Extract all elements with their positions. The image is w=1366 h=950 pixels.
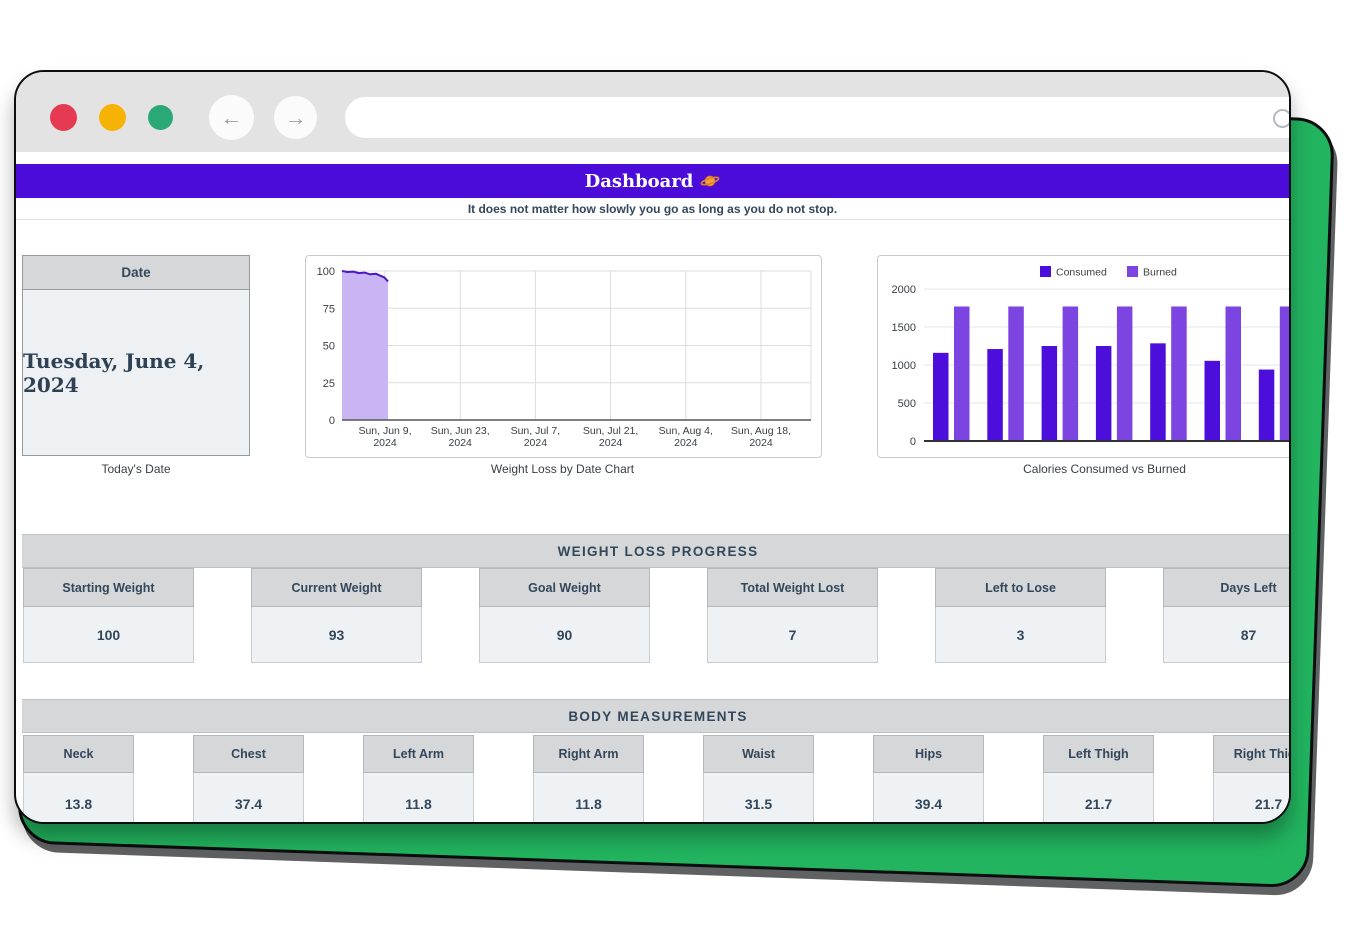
- metric-label: Right Thigh: [1213, 735, 1289, 773]
- metric-label: Hips: [873, 735, 984, 773]
- metric-label: Days Left: [1163, 568, 1289, 607]
- metric-value: 21.7: [1213, 773, 1289, 822]
- weight-loss-chart: 0 25 50 75 100 Sun, Jun 9, 2024 Sun, Jun 23, 202…: [305, 255, 822, 458]
- forward-button[interactable]: →: [274, 96, 317, 139]
- svg-text:100: 100: [317, 266, 335, 278]
- weight-loss-chart-caption: Weight Loss by Date Chart: [490, 462, 635, 476]
- svg-text:2024: 2024: [599, 437, 623, 449]
- metric-label: Right Arm: [533, 735, 644, 773]
- svg-text:75: 75: [323, 303, 335, 315]
- card-left-to-lose: Left to Lose 3: [935, 568, 1106, 663]
- svg-text:Sun, Jul 7,: Sun, Jul 7,: [511, 425, 561, 437]
- minimize-window-button[interactable]: [99, 104, 126, 131]
- browser-window: ← → Dashboard It does not matter how slo…: [14, 70, 1291, 824]
- card-neck: Neck 13.8: [23, 735, 134, 822]
- svg-text:1000: 1000: [892, 360, 916, 372]
- svg-text:Sun, Aug 18,: Sun, Aug 18,: [731, 425, 791, 437]
- svg-text:Sun, Jul 21,: Sun, Jul 21,: [583, 425, 638, 437]
- metric-value: 3: [935, 607, 1106, 663]
- page-title: Dashboard: [584, 170, 694, 192]
- zoom-window-button[interactable]: [148, 105, 173, 130]
- card-starting-weight: Starting Weight 100: [23, 568, 194, 663]
- metric-value: 87: [1163, 607, 1289, 663]
- svg-text:2000: 2000: [892, 284, 916, 296]
- card-waist: Waist 31.5: [703, 735, 814, 822]
- calories-chart: 0 500 1000 1500 2000 Consumed Burned: [877, 255, 1289, 458]
- metric-label: Starting Weight: [23, 568, 194, 607]
- weight-loss-progress-banner: WEIGHT LOSS PROGRESS: [22, 534, 1289, 568]
- card-left-thigh: Left Thigh 21.7: [1043, 735, 1154, 822]
- svg-text:25: 25: [323, 378, 335, 390]
- card-left-arm: Left Arm 11.8: [363, 735, 474, 822]
- calories-chart-svg: 0 500 1000 1500 2000 Consumed Burned: [892, 266, 1289, 448]
- card-chest: Chest 37.4: [193, 735, 304, 822]
- card-goal-weight: Goal Weight 90: [479, 568, 650, 663]
- metric-value: 31.5: [703, 773, 814, 822]
- svg-text:2024: 2024: [749, 437, 773, 449]
- metric-label: Chest: [193, 735, 304, 773]
- saturn-icon: [701, 175, 720, 187]
- close-window-button[interactable]: [50, 104, 77, 131]
- address-bar[interactable]: [345, 97, 1289, 138]
- metric-label: Goal Weight: [479, 568, 650, 607]
- metric-value: 90: [479, 607, 650, 663]
- metric-value: 37.4: [193, 773, 304, 822]
- card-current-weight: Current Weight 93: [251, 568, 422, 663]
- svg-text:Burned: Burned: [1143, 267, 1177, 279]
- dashboard-header-banner: Dashboard: [16, 164, 1289, 198]
- motivation-quote: It does not matter how slowly you go as …: [16, 198, 1289, 220]
- metric-value: 100: [23, 607, 194, 663]
- back-button[interactable]: ←: [209, 95, 254, 140]
- metric-label: Current Weight: [251, 568, 422, 607]
- date-card-caption: Today's Date: [101, 462, 171, 476]
- metric-label: Left Arm: [363, 735, 474, 773]
- metric-label: Waist: [703, 735, 814, 773]
- metric-value: 39.4: [873, 773, 984, 822]
- date-card-header: Date: [22, 255, 250, 290]
- date-card-value: Tuesday, June 4, 2024: [22, 290, 250, 456]
- svg-text:2024: 2024: [449, 437, 473, 449]
- search-icon[interactable]: [1273, 109, 1289, 128]
- svg-text:500: 500: [898, 398, 916, 410]
- svg-text:50: 50: [323, 341, 335, 353]
- card-total-weight-lost: Total Weight Lost 7: [707, 568, 878, 663]
- card-right-arm: Right Arm 11.8: [533, 735, 644, 822]
- metric-value: 13.8: [23, 773, 134, 822]
- svg-text:Sun, Jun 9,: Sun, Jun 9,: [358, 425, 411, 437]
- svg-text:Sun, Jun 23,: Sun, Jun 23,: [431, 425, 490, 437]
- metric-label: Left to Lose: [935, 568, 1106, 607]
- svg-text:2024: 2024: [524, 437, 548, 449]
- svg-text:2024: 2024: [674, 437, 698, 449]
- body-measurements-banner: BODY MEASUREMENTS: [22, 699, 1289, 733]
- svg-text:2024: 2024: [373, 437, 397, 449]
- svg-text:Consumed: Consumed: [1056, 267, 1107, 279]
- metric-value: 11.8: [533, 773, 644, 822]
- metric-value: 11.8: [363, 773, 474, 822]
- metric-value: 21.7: [1043, 773, 1154, 822]
- browser-toolbar: ← →: [16, 72, 1289, 152]
- date-card: Date Tuesday, June 4, 2024: [22, 255, 250, 456]
- calories-chart-caption: Calories Consumed vs Burned: [1023, 462, 1186, 476]
- svg-text:Sun, Aug 4,: Sun, Aug 4,: [659, 425, 713, 437]
- metric-value: 7: [707, 607, 878, 663]
- svg-text:0: 0: [329, 415, 335, 427]
- forward-arrow-icon: →: [284, 104, 307, 130]
- metric-label: Neck: [23, 735, 134, 773]
- svg-text:1500: 1500: [892, 322, 916, 334]
- card-days-left: Days Left 87: [1163, 568, 1289, 663]
- svg-text:0: 0: [910, 436, 916, 448]
- metric-label: Left Thigh: [1043, 735, 1154, 773]
- metric-label: Total Weight Lost: [707, 568, 878, 607]
- metric-value: 93: [251, 607, 422, 663]
- card-hips: Hips 39.4: [873, 735, 984, 822]
- card-right-thigh: Right Thigh 21.7: [1213, 735, 1289, 822]
- back-arrow-icon: ←: [220, 104, 243, 130]
